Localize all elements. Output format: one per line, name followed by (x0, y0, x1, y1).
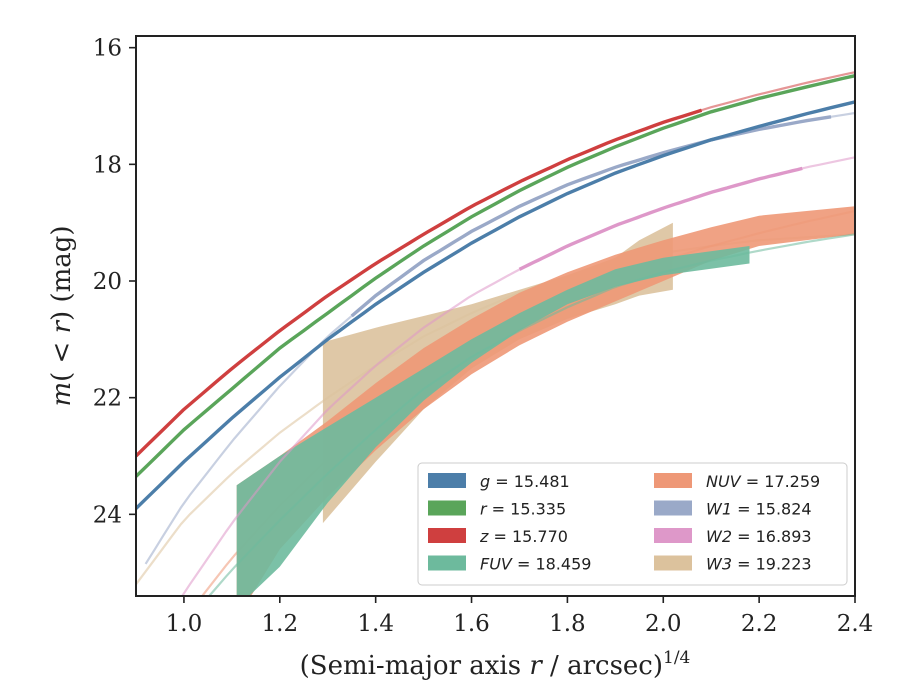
legend-label-nuv: NUV = 17.259 (706, 472, 820, 491)
series-g (136, 100, 855, 510)
legend-swatch-fuv (428, 555, 466, 571)
legend-swatch-w2 (654, 528, 692, 543)
x-tick-label: 2.2 (741, 611, 778, 637)
series-r-model-line (136, 74, 855, 478)
series-w2-band (518, 166, 803, 271)
legend-label-w1: W1 = 15.824 (706, 500, 812, 519)
legend-swatch-nuv (654, 473, 692, 488)
series-g-band (136, 100, 855, 510)
x-axis: 1.0 1.2 1.4 1.6 1.8 2.0 2.2 2.4 (166, 596, 874, 637)
plot-frame (135, 35, 856, 597)
x-tick-label: 1.0 (166, 611, 203, 637)
series-w1-band (350, 115, 832, 318)
legend-swatch-w3 (654, 555, 692, 571)
x-tick-label: 1.4 (357, 611, 394, 637)
legend-label-w2: W2 = 16.893 (706, 527, 812, 546)
series-z (136, 71, 855, 458)
x-axis-label: (Semi-major axis r / arcsec)1/4 (300, 648, 691, 681)
x-tick-label: 2.4 (837, 611, 874, 637)
legend-swatch-r (428, 500, 466, 516)
series-r-band (136, 74, 855, 478)
series-fuv-band (236, 246, 750, 596)
legend-swatch-z (428, 528, 466, 543)
x-tick-label: 2.0 (645, 611, 682, 637)
y-tick-label: 20 (93, 269, 122, 295)
y-tick-label: 22 (93, 386, 122, 412)
y-tick-label: 16 (93, 36, 122, 62)
series-fuv (207, 233, 855, 596)
x-tick-label: 1.6 (453, 611, 490, 637)
legend: g = 15.481 r = 15.335 z = 15.770 FUV = 18.4… (417, 462, 848, 586)
series-r (136, 74, 855, 478)
legend-frame (417, 462, 848, 586)
y-axis: 16 18 20 22 24 (93, 36, 136, 528)
series-nuv-band (236, 206, 855, 596)
legend-swatch-w1 (654, 500, 692, 516)
x-tick-label: 1.8 (549, 611, 586, 637)
series-z-band (136, 108, 703, 458)
y-tick-label: 18 (93, 152, 122, 178)
legend-label-z: z = 15.770 (479, 527, 568, 546)
legend-label-g: g = 15.481 (480, 472, 570, 491)
legend-label-r: r = 15.335 (480, 500, 566, 519)
series-w2 (180, 156, 855, 596)
plot-area (136, 71, 855, 596)
legend-label-fuv: FUV = 18.459 (480, 555, 591, 574)
y-tick-label: 24 (93, 502, 122, 528)
x-tick-label: 1.2 (262, 611, 299, 637)
legend-swatch-g (428, 473, 466, 488)
y-axis-label: m( < r) (mag) (47, 225, 77, 406)
legend-label-w3: W3 = 19.223 (706, 555, 812, 574)
